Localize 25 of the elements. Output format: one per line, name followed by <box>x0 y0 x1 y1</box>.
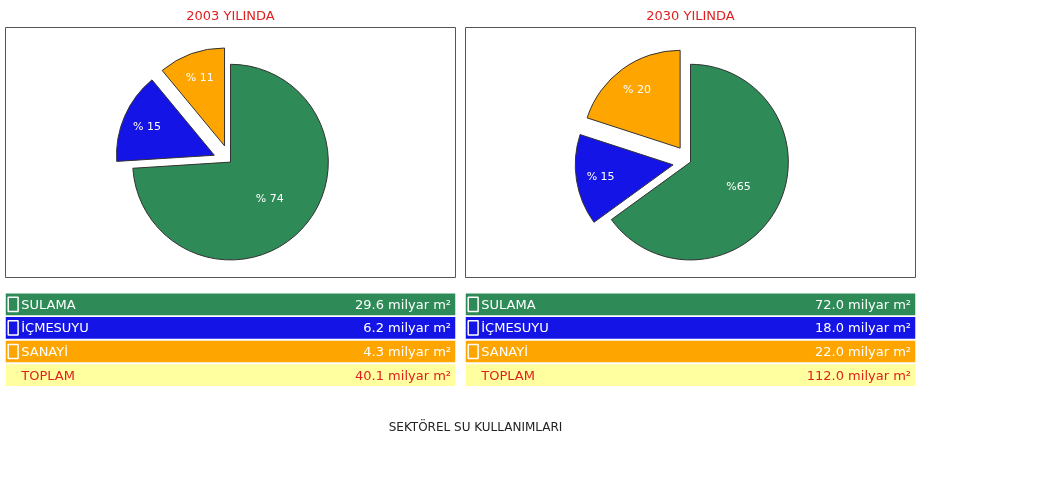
legend-label: SULAMA <box>21 296 76 312</box>
data-label: % 11 <box>185 71 214 85</box>
legend-label: İÇMESUYU <box>21 320 89 336</box>
text: SEKTÖREL SU KULLANIMLARI <box>388 417 563 434</box>
text: 18.0 milyar m² <box>815 320 912 336</box>
legend-label: SANAYİ <box>21 344 69 359</box>
legend-label: SULAMA <box>481 296 536 312</box>
text: 112.0 milyar m² <box>806 367 911 383</box>
data-label: %65 <box>726 179 751 193</box>
data-label: % 74 <box>255 191 284 205</box>
legend-label: İÇMESUYU <box>481 320 549 336</box>
data-label: % 20 <box>623 83 651 97</box>
text: 4.3 milyar m² <box>363 344 452 359</box>
text: 72.0 milyar m² <box>815 296 912 312</box>
text: 6.2 milyar m² <box>363 320 452 336</box>
text: TOPLAM <box>20 367 75 383</box>
text: 40.1 milyar m² <box>355 367 452 383</box>
data-label: % 15 <box>586 169 615 183</box>
chart-title: 2003 YILINDA <box>186 7 275 23</box>
text: 22.0 milyar m² <box>815 344 912 359</box>
chart-title: 2030 YILINDA <box>646 7 735 23</box>
data-label: % 15 <box>133 120 161 134</box>
text: 29.6 milyar m² <box>355 296 452 312</box>
legend-label: SANAYİ <box>481 344 529 359</box>
text: TOPLAM <box>480 367 535 383</box>
